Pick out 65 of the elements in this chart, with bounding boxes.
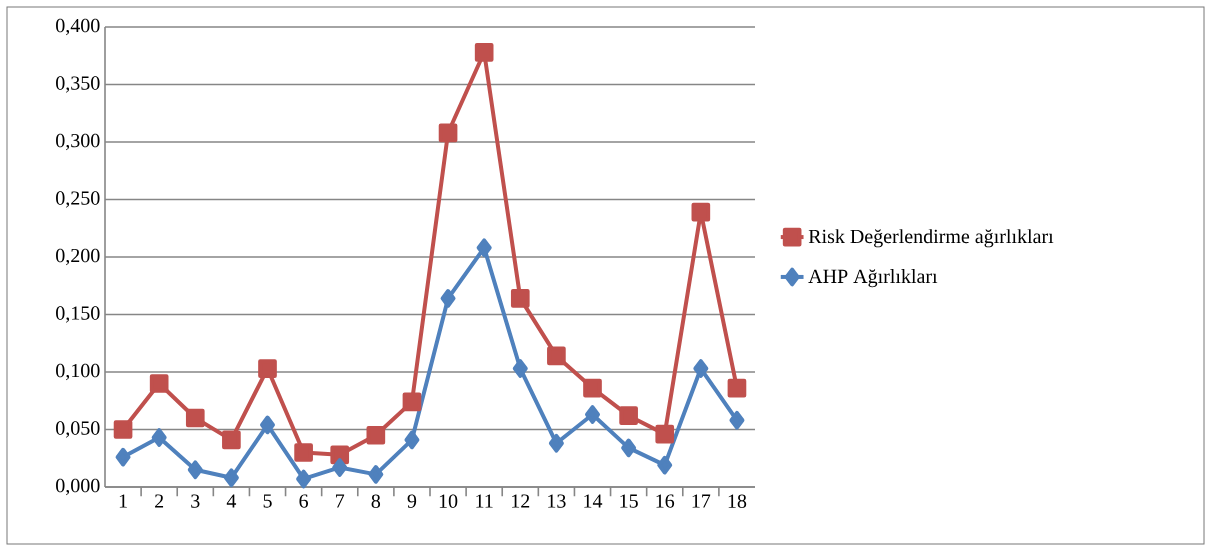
y-tick-label: 0,200	[56, 248, 100, 266]
x-tick-label: 7	[336, 494, 345, 508]
point	[113, 420, 133, 439]
point	[548, 433, 564, 453]
point	[149, 374, 169, 393]
x-tick-label: 10	[439, 494, 458, 508]
point	[547, 346, 566, 366]
x-tick-label: 1	[119, 494, 127, 508]
x-tick-label: 9	[407, 494, 417, 508]
point	[585, 405, 600, 424]
point	[655, 424, 675, 444]
point	[402, 392, 422, 412]
x-tick-label: 11	[476, 494, 493, 508]
x-tick-label: 8	[371, 494, 381, 508]
legend-label: AHP Ağırlıkları	[808, 269, 938, 288]
y-tick-label: 0,150	[56, 306, 100, 323]
point	[512, 359, 528, 378]
y-tick-label: 0,000	[56, 478, 100, 496]
point	[366, 425, 386, 445]
point	[187, 460, 203, 480]
point	[474, 42, 494, 62]
x-tick-label: 3	[191, 494, 200, 508]
point	[332, 458, 348, 477]
point	[258, 359, 277, 378]
point	[657, 455, 673, 475]
point	[296, 469, 312, 489]
point	[260, 415, 276, 435]
point	[621, 438, 637, 458]
point	[727, 378, 747, 398]
x-tick-label: 18	[728, 494, 747, 508]
point	[294, 443, 313, 462]
point	[368, 465, 384, 484]
x-tick-label: 15	[620, 494, 638, 508]
y-tick-label: 0,350	[56, 76, 100, 93]
point	[476, 238, 492, 258]
point	[115, 447, 131, 467]
x-tick-label: 14	[584, 494, 603, 508]
point	[151, 428, 167, 447]
x-tick-label: 17	[692, 494, 711, 508]
y-tick-label: 0,100	[56, 363, 100, 381]
point	[510, 289, 530, 308]
point	[438, 123, 458, 143]
point	[693, 359, 709, 378]
point	[619, 406, 638, 426]
y-tick-label: 0,250	[56, 191, 100, 208]
point	[185, 408, 205, 428]
x-tick-label: 12	[512, 494, 530, 508]
point	[729, 410, 745, 430]
y-tick-label: 0,050	[56, 421, 100, 438]
x-tick-label: 16	[656, 494, 675, 508]
legend-label: Risk Değerlendirme ağırlıkları	[808, 229, 1054, 248]
x-tick-label: 5	[263, 494, 272, 508]
y-tick-label: 0,300	[56, 133, 100, 151]
point	[404, 430, 420, 450]
point	[691, 202, 711, 222]
x-tick-label: 2	[155, 494, 164, 508]
point	[223, 468, 239, 488]
point	[583, 378, 602, 398]
x-tick-label: 4	[226, 494, 237, 508]
x-tick-label: 6	[299, 494, 309, 508]
point	[330, 445, 350, 465]
point	[440, 289, 456, 308]
y-tick-label: 0,400	[56, 18, 100, 36]
point	[222, 430, 241, 450]
x-tick-label: 13	[548, 494, 566, 508]
